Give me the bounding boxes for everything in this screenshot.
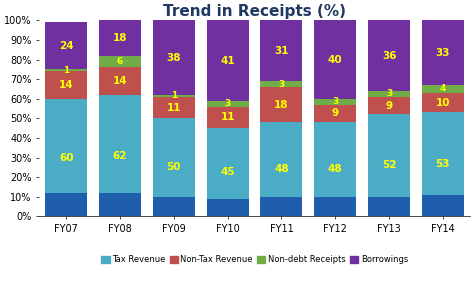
- Bar: [99, 20, 141, 56]
- Bar: [422, 93, 464, 113]
- Text: 62: 62: [113, 150, 128, 161]
- Bar: [99, 95, 141, 193]
- Text: 4: 4: [440, 84, 446, 94]
- Text: 31: 31: [274, 46, 289, 56]
- Text: 41: 41: [220, 55, 235, 66]
- Text: 1: 1: [171, 91, 177, 100]
- Text: 18: 18: [274, 100, 289, 110]
- Text: 3: 3: [332, 97, 338, 106]
- Bar: [422, 195, 464, 216]
- Text: 9: 9: [385, 101, 392, 111]
- Bar: [368, 197, 410, 216]
- Text: 38: 38: [166, 52, 181, 63]
- Text: 48: 48: [328, 164, 343, 174]
- Bar: [422, 20, 464, 85]
- Bar: [314, 105, 356, 122]
- Text: 11: 11: [166, 103, 181, 113]
- Bar: [314, 20, 356, 99]
- Text: 45: 45: [220, 167, 235, 177]
- Bar: [368, 91, 410, 97]
- Bar: [261, 20, 302, 81]
- Text: 48: 48: [274, 164, 289, 174]
- Bar: [153, 95, 195, 97]
- Bar: [261, 122, 302, 197]
- Bar: [314, 122, 356, 197]
- Text: 3: 3: [225, 99, 231, 108]
- Bar: [207, 101, 249, 107]
- Bar: [45, 69, 87, 71]
- Bar: [422, 85, 464, 93]
- Text: 1: 1: [63, 66, 69, 75]
- Bar: [153, 20, 195, 95]
- Title: Trend in Receipts (%): Trend in Receipts (%): [163, 4, 346, 19]
- Bar: [207, 128, 249, 199]
- Bar: [314, 99, 356, 105]
- Bar: [207, 199, 249, 216]
- Text: 50: 50: [166, 162, 181, 173]
- Text: 52: 52: [382, 160, 396, 170]
- Bar: [261, 87, 302, 122]
- Text: 3: 3: [278, 80, 284, 89]
- Bar: [368, 114, 410, 197]
- Bar: [368, 20, 410, 91]
- Text: 14: 14: [113, 76, 128, 86]
- Bar: [99, 56, 141, 67]
- Bar: [153, 118, 195, 197]
- Text: 9: 9: [332, 108, 339, 119]
- Text: 60: 60: [59, 153, 73, 163]
- Text: 10: 10: [436, 98, 450, 108]
- Bar: [99, 193, 141, 216]
- Text: 11: 11: [220, 112, 235, 122]
- Text: 3: 3: [386, 89, 392, 98]
- Bar: [368, 97, 410, 114]
- Bar: [261, 81, 302, 87]
- Text: 14: 14: [59, 80, 73, 90]
- Text: 36: 36: [382, 51, 396, 60]
- Text: 53: 53: [436, 159, 450, 170]
- Bar: [153, 97, 195, 118]
- Bar: [314, 197, 356, 216]
- Bar: [45, 71, 87, 99]
- Bar: [153, 197, 195, 216]
- Text: 33: 33: [436, 48, 450, 58]
- Bar: [207, 20, 249, 101]
- Bar: [99, 67, 141, 95]
- Text: 24: 24: [59, 41, 73, 51]
- Bar: [207, 107, 249, 128]
- Text: 18: 18: [113, 33, 128, 43]
- Legend: Tax Revenue, Non-Tax Revenue, Non-debt Receipts, Borrowings: Tax Revenue, Non-Tax Revenue, Non-debt R…: [98, 252, 411, 268]
- Text: 40: 40: [328, 55, 343, 65]
- Bar: [422, 113, 464, 195]
- Bar: [261, 197, 302, 216]
- Bar: [45, 99, 87, 193]
- Text: 6: 6: [117, 57, 123, 66]
- Bar: [45, 193, 87, 216]
- Bar: [45, 22, 87, 69]
